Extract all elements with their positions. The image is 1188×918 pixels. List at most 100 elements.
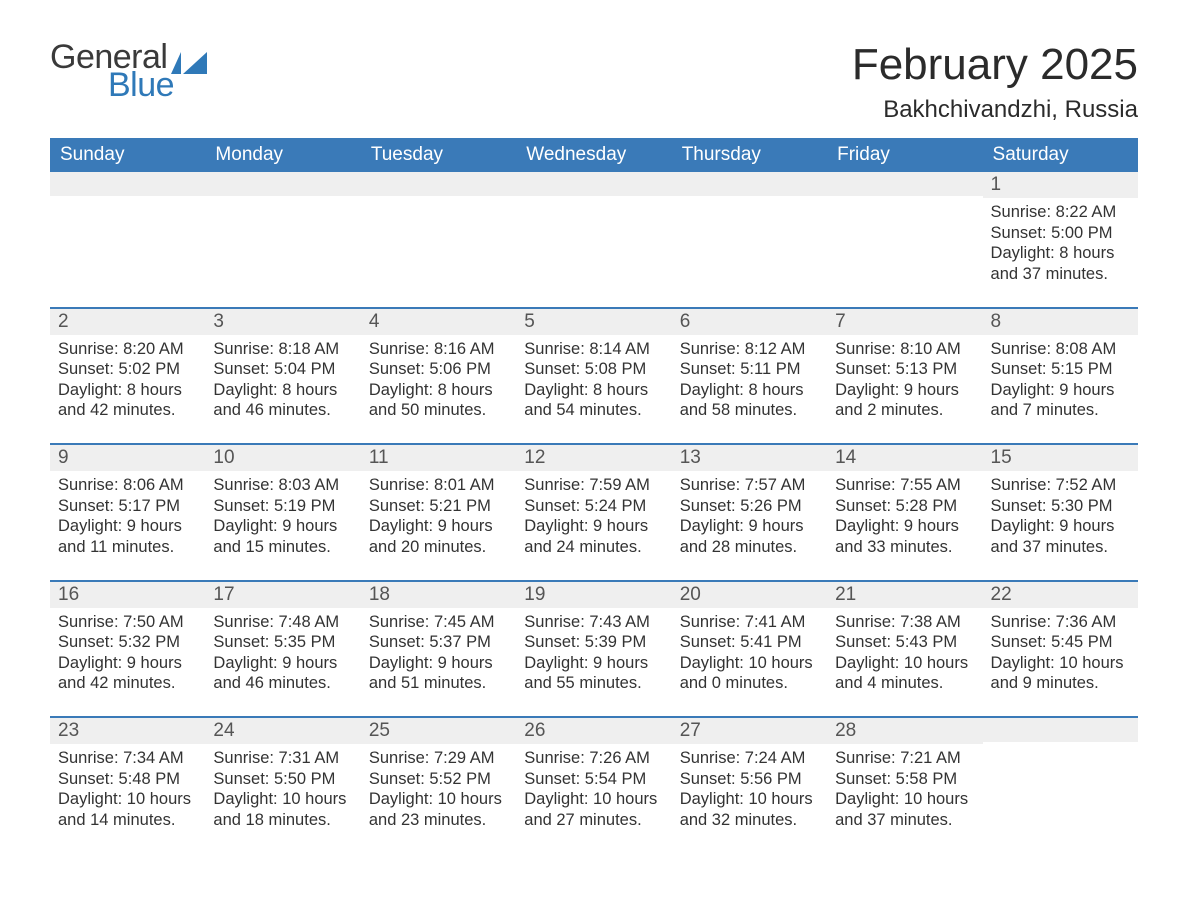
sunrise-text: Sunrise: 8:12 AM: [680, 339, 819, 360]
sunrise-text: Sunrise: 7:26 AM: [524, 748, 663, 769]
calendar-day-cell: [672, 172, 827, 308]
calendar-day-cell: 10Sunrise: 8:03 AMSunset: 5:19 PMDayligh…: [205, 444, 360, 581]
sunset-text: Sunset: 5:28 PM: [835, 496, 974, 517]
day-body: Sunrise: 7:38 AMSunset: 5:43 PMDaylight:…: [827, 608, 982, 717]
sunset-text: Sunset: 5:06 PM: [369, 359, 508, 380]
calendar-week-row: 9Sunrise: 8:06 AMSunset: 5:17 PMDaylight…: [50, 444, 1138, 581]
day-body: Sunrise: 7:21 AMSunset: 5:58 PMDaylight:…: [827, 744, 982, 841]
sunrise-text: Sunrise: 8:16 AM: [369, 339, 508, 360]
daylight-text: Daylight: 9 hours and 42 minutes.: [58, 653, 197, 694]
calendar-day-cell: [205, 172, 360, 308]
calendar-day-cell: 6Sunrise: 8:12 AMSunset: 5:11 PMDaylight…: [672, 308, 827, 445]
day-body: Sunrise: 7:31 AMSunset: 5:50 PMDaylight:…: [205, 744, 360, 841]
sunset-text: Sunset: 5:56 PM: [680, 769, 819, 790]
calendar-day-cell: 19Sunrise: 7:43 AMSunset: 5:39 PMDayligh…: [516, 581, 671, 718]
calendar-day-cell: 28Sunrise: 7:21 AMSunset: 5:58 PMDayligh…: [827, 717, 982, 841]
sunrise-text: Sunrise: 7:31 AM: [213, 748, 352, 769]
sunrise-text: Sunrise: 7:55 AM: [835, 475, 974, 496]
day-body: Sunrise: 7:29 AMSunset: 5:52 PMDaylight:…: [361, 744, 516, 841]
sunrise-text: Sunrise: 7:38 AM: [835, 612, 974, 633]
day-body: [50, 196, 205, 296]
day-number: [516, 172, 671, 196]
calendar-day-cell: 3Sunrise: 8:18 AMSunset: 5:04 PMDaylight…: [205, 308, 360, 445]
sunrise-text: Sunrise: 7:43 AM: [524, 612, 663, 633]
sunrise-text: Sunrise: 8:08 AM: [991, 339, 1130, 360]
calendar-week-row: 1Sunrise: 8:22 AMSunset: 5:00 PMDaylight…: [50, 172, 1138, 308]
day-body: Sunrise: 7:45 AMSunset: 5:37 PMDaylight:…: [361, 608, 516, 717]
day-body: Sunrise: 8:03 AMSunset: 5:19 PMDaylight:…: [205, 471, 360, 580]
calendar-table: Sunday Monday Tuesday Wednesday Thursday…: [50, 138, 1138, 841]
calendar-day-cell: 21Sunrise: 7:38 AMSunset: 5:43 PMDayligh…: [827, 581, 982, 718]
sunrise-text: Sunrise: 7:45 AM: [369, 612, 508, 633]
daylight-text: Daylight: 9 hours and 55 minutes.: [524, 653, 663, 694]
sunset-text: Sunset: 5:43 PM: [835, 632, 974, 653]
day-body: Sunrise: 8:08 AMSunset: 5:15 PMDaylight:…: [983, 335, 1138, 444]
page-title: February 2025: [852, 40, 1138, 90]
day-body: Sunrise: 7:43 AMSunset: 5:39 PMDaylight:…: [516, 608, 671, 717]
sunrise-text: Sunrise: 7:21 AM: [835, 748, 974, 769]
sunset-text: Sunset: 5:13 PM: [835, 359, 974, 380]
sunrise-text: Sunrise: 8:18 AM: [213, 339, 352, 360]
calendar-day-cell: 20Sunrise: 7:41 AMSunset: 5:41 PMDayligh…: [672, 581, 827, 718]
sunrise-text: Sunrise: 7:59 AM: [524, 475, 663, 496]
day-body: [205, 196, 360, 296]
sunrise-text: Sunrise: 8:20 AM: [58, 339, 197, 360]
calendar-day-cell: [983, 717, 1138, 841]
day-number: [983, 718, 1138, 742]
day-body: Sunrise: 8:12 AMSunset: 5:11 PMDaylight:…: [672, 335, 827, 444]
daylight-text: Daylight: 9 hours and 7 minutes.: [991, 380, 1130, 421]
daylight-text: Daylight: 10 hours and 14 minutes.: [58, 789, 197, 830]
day-number: 4: [361, 309, 516, 335]
calendar-day-cell: 12Sunrise: 7:59 AMSunset: 5:24 PMDayligh…: [516, 444, 671, 581]
day-body: [827, 196, 982, 296]
calendar-day-cell: 4Sunrise: 8:16 AMSunset: 5:06 PMDaylight…: [361, 308, 516, 445]
calendar-day-cell: 23Sunrise: 7:34 AMSunset: 5:48 PMDayligh…: [50, 717, 205, 841]
calendar-day-cell: [516, 172, 671, 308]
dayname-friday: Friday: [827, 138, 982, 172]
sunrise-text: Sunrise: 8:22 AM: [991, 202, 1130, 223]
calendar-day-cell: 26Sunrise: 7:26 AMSunset: 5:54 PMDayligh…: [516, 717, 671, 841]
day-body: Sunrise: 7:36 AMSunset: 5:45 PMDaylight:…: [983, 608, 1138, 717]
sunset-text: Sunset: 5:08 PM: [524, 359, 663, 380]
calendar-day-cell: 16Sunrise: 7:50 AMSunset: 5:32 PMDayligh…: [50, 581, 205, 718]
day-number: 25: [361, 718, 516, 744]
calendar-day-cell: 9Sunrise: 8:06 AMSunset: 5:17 PMDaylight…: [50, 444, 205, 581]
calendar-day-cell: 8Sunrise: 8:08 AMSunset: 5:15 PMDaylight…: [983, 308, 1138, 445]
sunset-text: Sunset: 5:52 PM: [369, 769, 508, 790]
sunset-text: Sunset: 5:02 PM: [58, 359, 197, 380]
calendar-day-cell: 14Sunrise: 7:55 AMSunset: 5:28 PMDayligh…: [827, 444, 982, 581]
day-number: [361, 172, 516, 196]
calendar-day-cell: 18Sunrise: 7:45 AMSunset: 5:37 PMDayligh…: [361, 581, 516, 718]
day-number: 6: [672, 309, 827, 335]
daylight-text: Daylight: 9 hours and 37 minutes.: [991, 516, 1130, 557]
dayname-tuesday: Tuesday: [361, 138, 516, 172]
calendar-day-cell: 1Sunrise: 8:22 AMSunset: 5:00 PMDaylight…: [983, 172, 1138, 308]
day-body: Sunrise: 7:41 AMSunset: 5:41 PMDaylight:…: [672, 608, 827, 717]
daylight-text: Daylight: 9 hours and 15 minutes.: [213, 516, 352, 557]
day-number: 27: [672, 718, 827, 744]
day-number: 11: [361, 445, 516, 471]
calendar-day-cell: [827, 172, 982, 308]
calendar-day-cell: 17Sunrise: 7:48 AMSunset: 5:35 PMDayligh…: [205, 581, 360, 718]
daylight-text: Daylight: 9 hours and 46 minutes.: [213, 653, 352, 694]
day-body: [516, 196, 671, 296]
sunrise-text: Sunrise: 7:48 AM: [213, 612, 352, 633]
sunrise-text: Sunrise: 7:50 AM: [58, 612, 197, 633]
daylight-text: Daylight: 9 hours and 2 minutes.: [835, 380, 974, 421]
sunset-text: Sunset: 5:17 PM: [58, 496, 197, 517]
day-number: 24: [205, 718, 360, 744]
calendar-day-cell: 13Sunrise: 7:57 AMSunset: 5:26 PMDayligh…: [672, 444, 827, 581]
day-body: Sunrise: 8:20 AMSunset: 5:02 PMDaylight:…: [50, 335, 205, 444]
sunset-text: Sunset: 5:30 PM: [991, 496, 1130, 517]
daylight-text: Daylight: 8 hours and 46 minutes.: [213, 380, 352, 421]
day-body: Sunrise: 7:55 AMSunset: 5:28 PMDaylight:…: [827, 471, 982, 580]
day-number: 28: [827, 718, 982, 744]
sunrise-text: Sunrise: 7:57 AM: [680, 475, 819, 496]
daylight-text: Daylight: 10 hours and 37 minutes.: [835, 789, 974, 830]
calendar-day-cell: 11Sunrise: 8:01 AMSunset: 5:21 PMDayligh…: [361, 444, 516, 581]
page-subtitle: Bakhchivandzhi, Russia: [852, 96, 1138, 124]
day-number: 20: [672, 582, 827, 608]
daylight-text: Daylight: 10 hours and 23 minutes.: [369, 789, 508, 830]
day-number: 17: [205, 582, 360, 608]
brand-logo: General Blue: [50, 40, 207, 102]
